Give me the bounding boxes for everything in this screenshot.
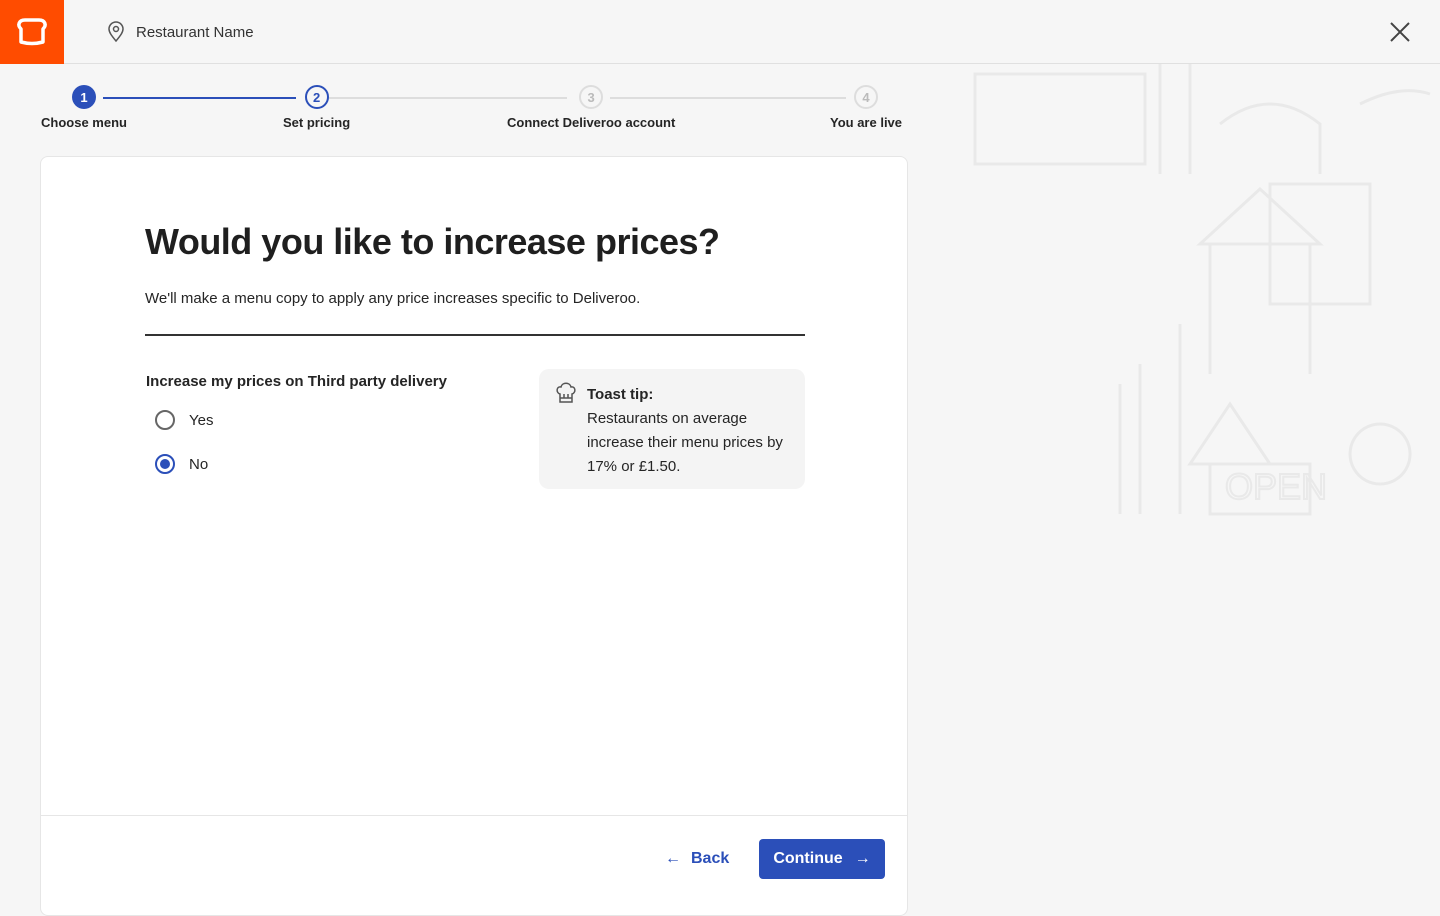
step-label: Connect Deliveroo account	[507, 115, 676, 130]
step-connect-deliveroo: 3 Connect Deliveroo account	[507, 85, 675, 130]
chef-hat-icon	[556, 382, 576, 403]
step-set-pricing: 2 Set pricing	[283, 85, 350, 130]
tip-title: Toast tip:	[587, 386, 654, 403]
progress-stepper: 1 Choose menu 2 Set pricing 3 Connect De…	[40, 85, 908, 135]
radio-label: No	[189, 455, 209, 473]
top-bar: Restaurant Name	[0, 0, 1440, 64]
restaurant-name: Restaurant Name	[136, 23, 254, 41]
step-label: Choose menu	[41, 115, 127, 130]
card-footer: ← Back Continue →	[41, 815, 907, 915]
close-icon[interactable]	[1388, 20, 1412, 44]
radio-yes[interactable]: Yes	[155, 410, 213, 430]
arrow-left-icon: ←	[665, 850, 681, 867]
pricing-card: Would you like to increase prices? We'll…	[40, 156, 908, 916]
step-connector	[327, 97, 567, 99]
page-title: Would you like to increase prices?	[145, 221, 720, 262]
background-illustration: OPEN	[973, 64, 1431, 516]
divider	[145, 334, 805, 336]
continue-button[interactable]: Continue →	[759, 839, 885, 879]
radio-circle-selected[interactable]	[155, 454, 175, 474]
continue-label: Continue	[773, 850, 843, 867]
step-label: Set pricing	[283, 115, 351, 130]
step-you-are-live: 4 You are live	[830, 85, 902, 130]
radio-circle[interactable]	[155, 410, 175, 430]
step-number: 1	[71, 85, 96, 109]
step-number: 4	[854, 85, 878, 109]
step-connector	[610, 97, 846, 99]
back-label: Back	[691, 850, 730, 867]
location-pin-icon	[108, 21, 124, 43]
step-number: 2	[304, 85, 329, 109]
step-number: 3	[579, 85, 604, 109]
arrow-right-icon: →	[854, 850, 871, 867]
step-label: You are live	[830, 115, 903, 130]
svg-text:OPEN: OPEN	[1225, 466, 1327, 507]
step-connector	[103, 97, 296, 99]
toast-logo-icon	[17, 18, 47, 46]
radio-label: Yes	[189, 411, 214, 429]
radio-no[interactable]: No	[155, 454, 208, 474]
step-choose-menu: 1 Choose menu	[41, 85, 127, 130]
toast-tip: Toast tip: Restaurants on average increa…	[539, 369, 805, 489]
page-subtitle: We'll make a menu copy to apply any pric…	[145, 290, 641, 307]
toast-logo[interactable]	[0, 0, 64, 64]
tip-text: Restaurants on average increase their me…	[587, 410, 783, 475]
question-label: Increase my prices on Third party delive…	[146, 373, 447, 390]
restaurant-location: Restaurant Name	[106, 21, 254, 43]
back-button[interactable]: ← Back	[665, 850, 729, 868]
